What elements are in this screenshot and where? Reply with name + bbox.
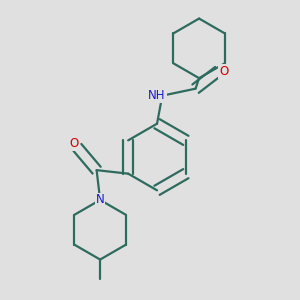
Text: N: N — [96, 194, 104, 206]
Text: NH: NH — [148, 89, 166, 102]
Text: O: O — [69, 137, 79, 150]
Text: O: O — [219, 64, 228, 78]
